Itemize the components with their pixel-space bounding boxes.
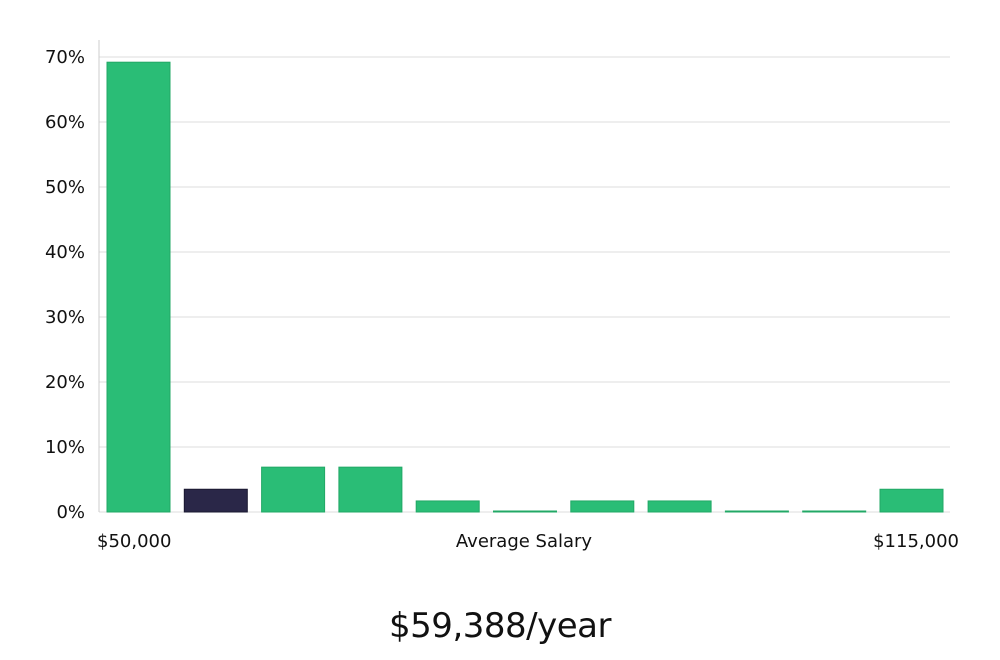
- y-tick-label: 40%: [45, 242, 85, 263]
- y-tick-label: 50%: [45, 177, 85, 198]
- bar-highlighted: [183, 488, 248, 513]
- bar: [802, 510, 867, 513]
- bar: [879, 488, 944, 513]
- y-tick-label: 0%: [56, 502, 85, 523]
- y-tick-label: 30%: [45, 307, 85, 328]
- x-axis-title: Average Salary: [456, 531, 593, 552]
- x-start-label: $50,000: [97, 531, 171, 552]
- y-tick-label: 20%: [45, 372, 85, 393]
- bar: [106, 61, 171, 513]
- bar: [570, 500, 635, 513]
- salary-histogram-chart: 0% 10% 20% 30% 40% 50% 60% 70% $50,000 Average …: [45, 40, 959, 552]
- grid-layer: [99, 56, 950, 513]
- y-tick-label: 60%: [45, 112, 85, 133]
- y-tick-labels: 0% 10% 20% 30% 40% 50% 60% 70%: [45, 47, 85, 523]
- bar: [724, 510, 789, 513]
- bar: [261, 466, 326, 513]
- x-end-label: $115,000: [873, 531, 959, 552]
- bar: [493, 510, 557, 513]
- bars-layer: [106, 61, 944, 513]
- average-salary-value: $59,388/year: [389, 606, 611, 646]
- bar: [647, 500, 712, 513]
- y-tick-label: 70%: [45, 47, 85, 68]
- bar: [338, 466, 403, 513]
- y-tick-label: 10%: [45, 437, 85, 458]
- bar: [415, 500, 480, 513]
